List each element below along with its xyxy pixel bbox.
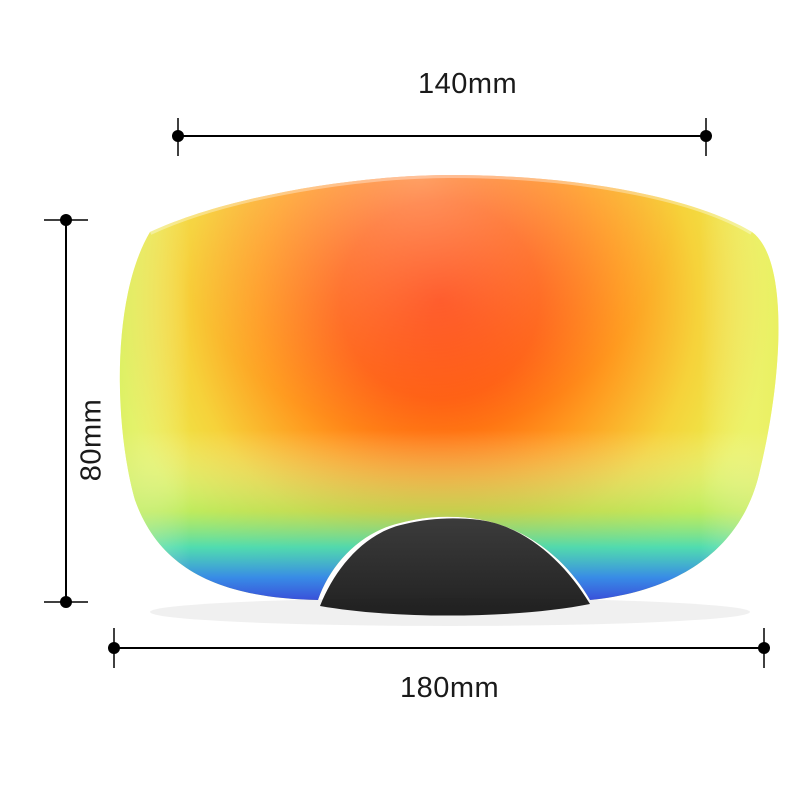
bottom-dimension-line [108,628,770,668]
width-bottom-label: 180mm [400,672,500,704]
left-dimension-line [44,214,88,608]
width-top-label: 140mm [418,68,518,100]
height-label: 80mm [75,398,108,482]
top-dimension-line [172,118,712,156]
